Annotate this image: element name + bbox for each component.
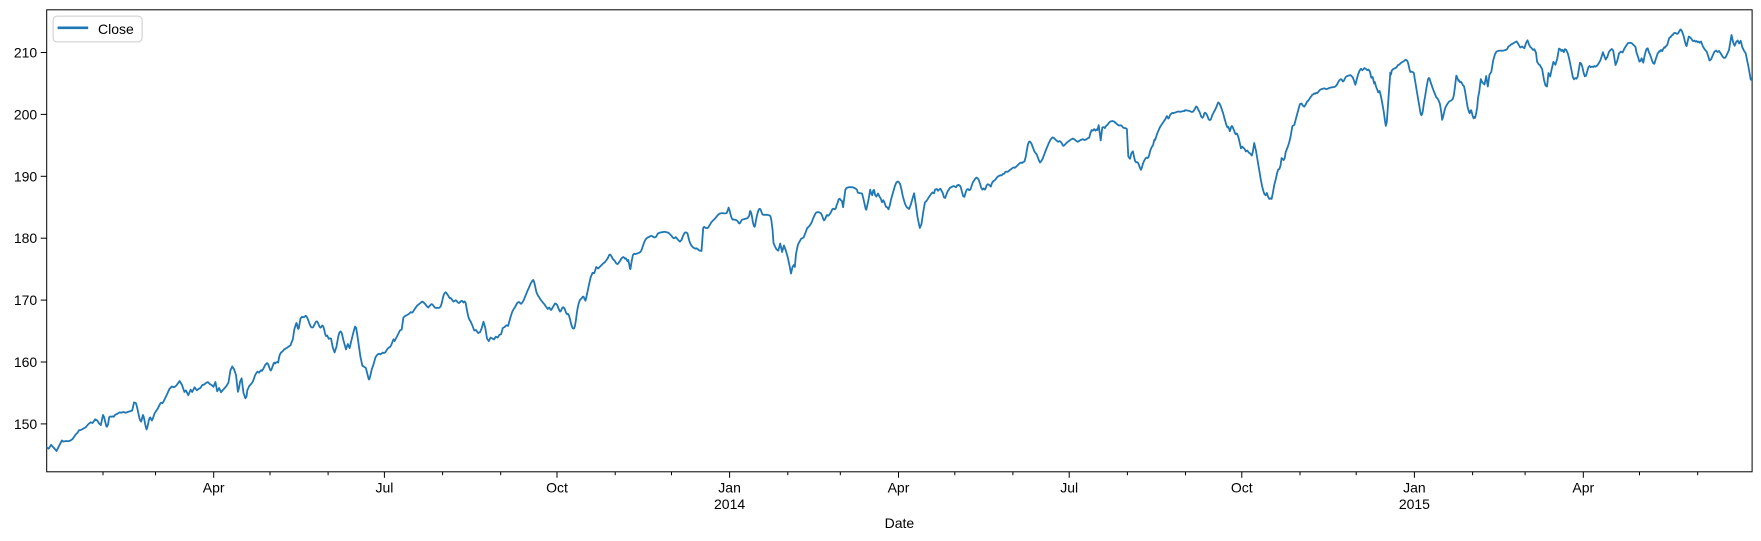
svg-text:210: 210 <box>14 45 38 61</box>
svg-text:Oct: Oct <box>546 480 568 496</box>
svg-text:Date: Date <box>885 515 915 531</box>
svg-text:2014: 2014 <box>714 496 745 512</box>
svg-text:Close: Close <box>98 21 134 37</box>
svg-text:2015: 2015 <box>1399 496 1430 512</box>
svg-text:170: 170 <box>14 292 38 308</box>
svg-text:200: 200 <box>14 106 38 122</box>
svg-text:Jul: Jul <box>375 480 393 496</box>
svg-text:190: 190 <box>14 168 38 184</box>
svg-text:180: 180 <box>14 230 38 246</box>
svg-text:160: 160 <box>14 354 38 370</box>
svg-text:150: 150 <box>14 416 38 432</box>
svg-text:Jan: Jan <box>1403 480 1426 496</box>
svg-text:Apr: Apr <box>888 480 910 496</box>
svg-text:Apr: Apr <box>203 480 225 496</box>
svg-text:Jul: Jul <box>1060 480 1078 496</box>
svg-text:Oct: Oct <box>1231 480 1253 496</box>
svg-text:Jan: Jan <box>718 480 741 496</box>
svg-text:Apr: Apr <box>1572 480 1594 496</box>
